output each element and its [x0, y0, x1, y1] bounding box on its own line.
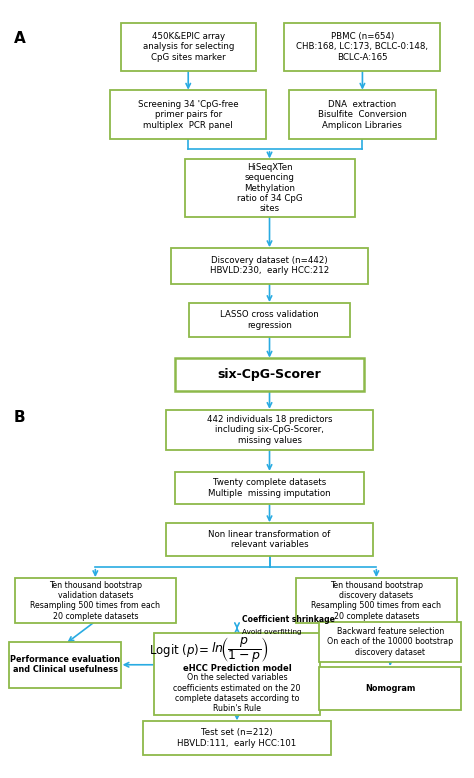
Text: 442 individuals 18 predictors
including six-CpG-Scorer,
missing values: 442 individuals 18 predictors including … — [207, 415, 332, 444]
FancyBboxPatch shape — [184, 159, 355, 217]
Text: HiSeqXTen
sequencing
Methylation
ratio of 34 CpG
sites: HiSeqXTen sequencing Methylation ratio o… — [237, 163, 302, 213]
Text: DNA  extraction
Bisulfite  Conversion
Amplicon Libraries: DNA extraction Bisulfite Conversion Ampl… — [318, 100, 407, 130]
Text: PBMC (n=654)
CHB:168, LC:173, BCLC-0:148,
BCLC-A:165: PBMC (n=654) CHB:168, LC:173, BCLC-0:148… — [296, 32, 428, 62]
Text: Screening 34 'CpG-free
primer pairs for
multiplex  PCR panel: Screening 34 'CpG-free primer pairs for … — [138, 100, 238, 130]
FancyBboxPatch shape — [143, 721, 331, 755]
FancyBboxPatch shape — [110, 90, 266, 139]
Text: Nomogram: Nomogram — [365, 684, 416, 692]
Text: Avoid overfitting: Avoid overfitting — [242, 629, 301, 636]
FancyBboxPatch shape — [121, 23, 256, 72]
Text: 450K&EPIC array
analysis for selecting
CpG sites marker: 450K&EPIC array analysis for selecting C… — [143, 32, 234, 62]
Text: Ten thousand bootstrap
validation datasets
Resampling 500 times from each
20 com: Ten thousand bootstrap validation datase… — [30, 580, 160, 621]
FancyBboxPatch shape — [166, 410, 373, 450]
FancyBboxPatch shape — [15, 578, 176, 623]
Text: Performance evaluation
and Clinical usefulness: Performance evaluation and Clinical usef… — [10, 655, 120, 675]
Text: B: B — [14, 410, 26, 426]
Text: Test set (n=212)
HBVLD:111,  early HCC:101: Test set (n=212) HBVLD:111, early HCC:10… — [177, 728, 297, 748]
FancyBboxPatch shape — [171, 248, 368, 283]
Text: Ten thousand bootstrap
discovery datasets
Resampling 500 times from each
20 comp: Ten thousand bootstrap discovery dataset… — [311, 580, 441, 621]
Text: Logit $(p)$=: Logit $(p)$= — [149, 642, 209, 659]
FancyBboxPatch shape — [155, 633, 319, 715]
Text: Twenty complete datasets
Multiple  missing imputation: Twenty complete datasets Multiple missin… — [208, 478, 331, 498]
FancyBboxPatch shape — [289, 90, 436, 139]
Text: $ln\!\left(\dfrac{p}{1-p}\right)$: $ln\!\left(\dfrac{p}{1-p}\right)$ — [211, 636, 269, 665]
FancyBboxPatch shape — [9, 642, 121, 688]
Text: On the selected variables
coefficients estimated on the 20
complete datasets acc: On the selected variables coefficients e… — [173, 673, 301, 713]
Text: Coefficient shrinkage: Coefficient shrinkage — [242, 615, 335, 624]
FancyBboxPatch shape — [319, 622, 461, 662]
Text: Backward feature selection
On each of the 10000 bootstrap
discovery dataset: Backward feature selection On each of th… — [327, 627, 453, 657]
Text: eHCC Prediction model: eHCC Prediction model — [182, 664, 292, 673]
FancyBboxPatch shape — [284, 23, 440, 72]
Text: Non linear transformation of
relevant variables: Non linear transformation of relevant va… — [209, 530, 331, 549]
Text: Discovery dataset (n=442)
HBVLD:230,  early HCC:212: Discovery dataset (n=442) HBVLD:230, ear… — [210, 256, 329, 275]
Text: LASSO cross validation
regression: LASSO cross validation regression — [220, 310, 319, 330]
FancyBboxPatch shape — [175, 359, 364, 391]
FancyBboxPatch shape — [319, 667, 461, 710]
Text: A: A — [14, 30, 26, 46]
FancyBboxPatch shape — [166, 523, 373, 555]
FancyBboxPatch shape — [189, 303, 350, 337]
Text: six-CpG-Scorer: six-CpG-Scorer — [218, 368, 321, 381]
FancyBboxPatch shape — [296, 578, 457, 623]
FancyBboxPatch shape — [175, 471, 364, 504]
